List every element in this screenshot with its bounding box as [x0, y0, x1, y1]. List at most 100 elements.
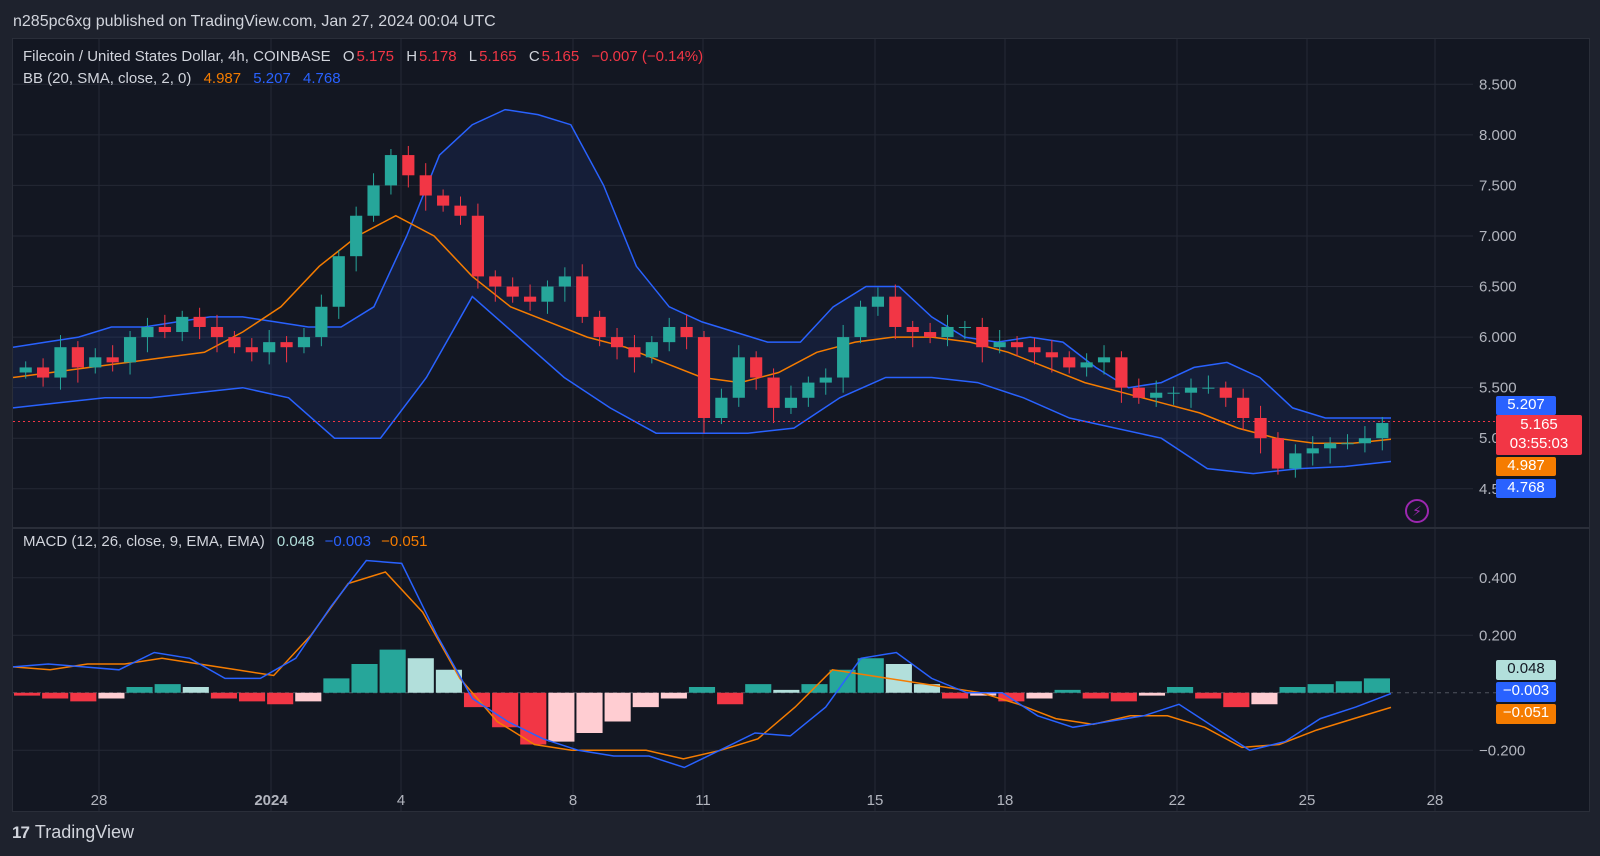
macd-hist-bar: [182, 687, 209, 693]
macd-hist-bar: [604, 692, 631, 722]
candle-body: [245, 347, 258, 353]
macd-hist-bar: [407, 658, 434, 693]
high-value: 5.178: [419, 48, 457, 65]
macd-hist-bar: [1223, 692, 1250, 708]
candle-body: [280, 342, 293, 348]
candle-body: [958, 326, 971, 328]
macd-hist-bar: [1363, 678, 1390, 693]
candle-body: [176, 316, 189, 333]
close-value: 5.165: [541, 48, 580, 65]
candle-body: [854, 306, 867, 338]
candle-body: [697, 337, 711, 418]
candle-body: [732, 357, 745, 398]
macd-hist-bar: [295, 692, 322, 702]
candle-body: [489, 276, 502, 287]
price-tick-label: 8.000: [1479, 127, 1517, 144]
macd-hist-bar: [1279, 687, 1306, 693]
candle-body: [1063, 357, 1076, 368]
macd-hist-tag: 0.048: [1496, 660, 1556, 680]
candle-body: [715, 397, 728, 418]
candle-body: [1271, 438, 1285, 469]
candle-body: [993, 342, 1006, 348]
candle-body: [402, 155, 415, 176]
macd-tick-label: 0.400: [1479, 570, 1517, 587]
macd-hist-bar: [210, 692, 237, 699]
macd-line-tag: −0.003: [1496, 682, 1556, 702]
candle-body: [1358, 438, 1371, 444]
candle-body: [750, 357, 763, 378]
price-pane[interactable]: 4.5005.0005.5006.0006.5007.0007.5008.000…: [12, 38, 1590, 528]
bb-lower-line: [13, 295, 1392, 475]
x-tick-label: 2024: [254, 792, 288, 809]
candle-body: [1219, 387, 1232, 398]
candle-body: [437, 195, 450, 206]
macd-hist-bar: [632, 692, 659, 708]
macd-signal-value: −0.051: [381, 533, 428, 550]
macd-hist-bar: [463, 692, 491, 708]
candle-body: [558, 276, 571, 287]
price-tick-label: 7.000: [1479, 228, 1517, 245]
x-tick-label: 28: [1427, 792, 1444, 809]
candle-body: [871, 296, 885, 307]
macd-tick-label: 0.200: [1479, 627, 1517, 644]
candle-body: [506, 286, 519, 297]
macd-hist-bar: [970, 692, 997, 696]
candle-body: [576, 276, 589, 317]
macd-hist-bar: [548, 692, 575, 742]
bb-legend[interactable]: BB (20, SMA, close, 2, 0) 4.987 5.207 4.…: [23, 70, 343, 87]
macd-hist-bar: [351, 664, 378, 693]
candle-body: [297, 337, 311, 348]
bb-lower-tag: 4.768: [1496, 479, 1556, 498]
candle-body: [924, 332, 937, 338]
bb-basis-value: 4.987: [203, 70, 242, 87]
candle-body: [332, 256, 345, 307]
candle-body: [1237, 397, 1250, 418]
open-value: 5.175: [356, 48, 395, 65]
candle-body: [767, 377, 780, 408]
symbol-name: Filecoin / United States Dollar, 4h, COI…: [23, 48, 331, 65]
macd-hist-bar: [323, 678, 350, 693]
candle-body: [193, 316, 206, 327]
candle-body: [89, 357, 102, 368]
candle-body: [419, 175, 432, 196]
candle-body: [889, 296, 902, 327]
change-value: −0.007 (−0.14%): [591, 48, 704, 65]
candle-body: [837, 337, 850, 378]
low-value: 5.165: [479, 48, 517, 65]
macd-hist-bar: [1195, 692, 1222, 699]
macd-hist-bar: [1110, 692, 1137, 702]
candle-body: [1184, 387, 1198, 393]
tradingview-logo[interactable]: 17 TradingView: [12, 822, 134, 843]
bb-basis-tag: 4.987: [1496, 457, 1556, 476]
symbol-legend[interactable]: Filecoin / United States Dollar, 4h, COI…: [23, 48, 705, 65]
macd-hist-bar: [1138, 692, 1166, 696]
candle-body: [54, 347, 67, 378]
high-label: H: [406, 48, 418, 65]
lightning-icon[interactable]: ⚡: [1405, 499, 1429, 523]
price-tick-label: 8.500: [1479, 76, 1517, 93]
candle-body: [1306, 448, 1319, 454]
macd-hist-bar: [1307, 684, 1334, 693]
candle-body: [541, 286, 554, 302]
bb-upper-value: 5.207: [253, 70, 291, 87]
candle-body: [663, 326, 676, 343]
bb-band-fill: [13, 109, 1391, 474]
macd-hist-bar: [913, 684, 941, 693]
macd-pane[interactable]: −0.200 0.200 0.400 28 2024 4 8 11 15 18 22 25 28 MAC…: [12, 528, 1590, 812]
macd-hist-bar: [773, 689, 800, 693]
macd-hist-bar: [14, 692, 41, 696]
candle-body: [680, 326, 693, 338]
candle-body: [1080, 362, 1093, 368]
price-chart[interactable]: 4.5005.0005.5006.0006.5007.0007.5008.000…: [13, 39, 1589, 527]
macd-chart[interactable]: −0.200 0.200 0.400 28 2024 4 8 11 15 18 22 25 28: [13, 529, 1589, 811]
macd-hist-bar: [660, 692, 687, 699]
macd-hist-bar: [688, 687, 716, 693]
candle-body: [315, 306, 328, 338]
candle-body: [1167, 392, 1180, 394]
macd-hist-bar: [1026, 692, 1053, 699]
x-tick-label: 18: [997, 792, 1014, 809]
macd-hist-bar: [267, 692, 294, 705]
candle-body: [1132, 387, 1145, 398]
macd-legend[interactable]: MACD (12, 26, close, 9, EMA, EMA) 0.048 …: [23, 533, 429, 550]
candle-body: [1376, 423, 1389, 439]
